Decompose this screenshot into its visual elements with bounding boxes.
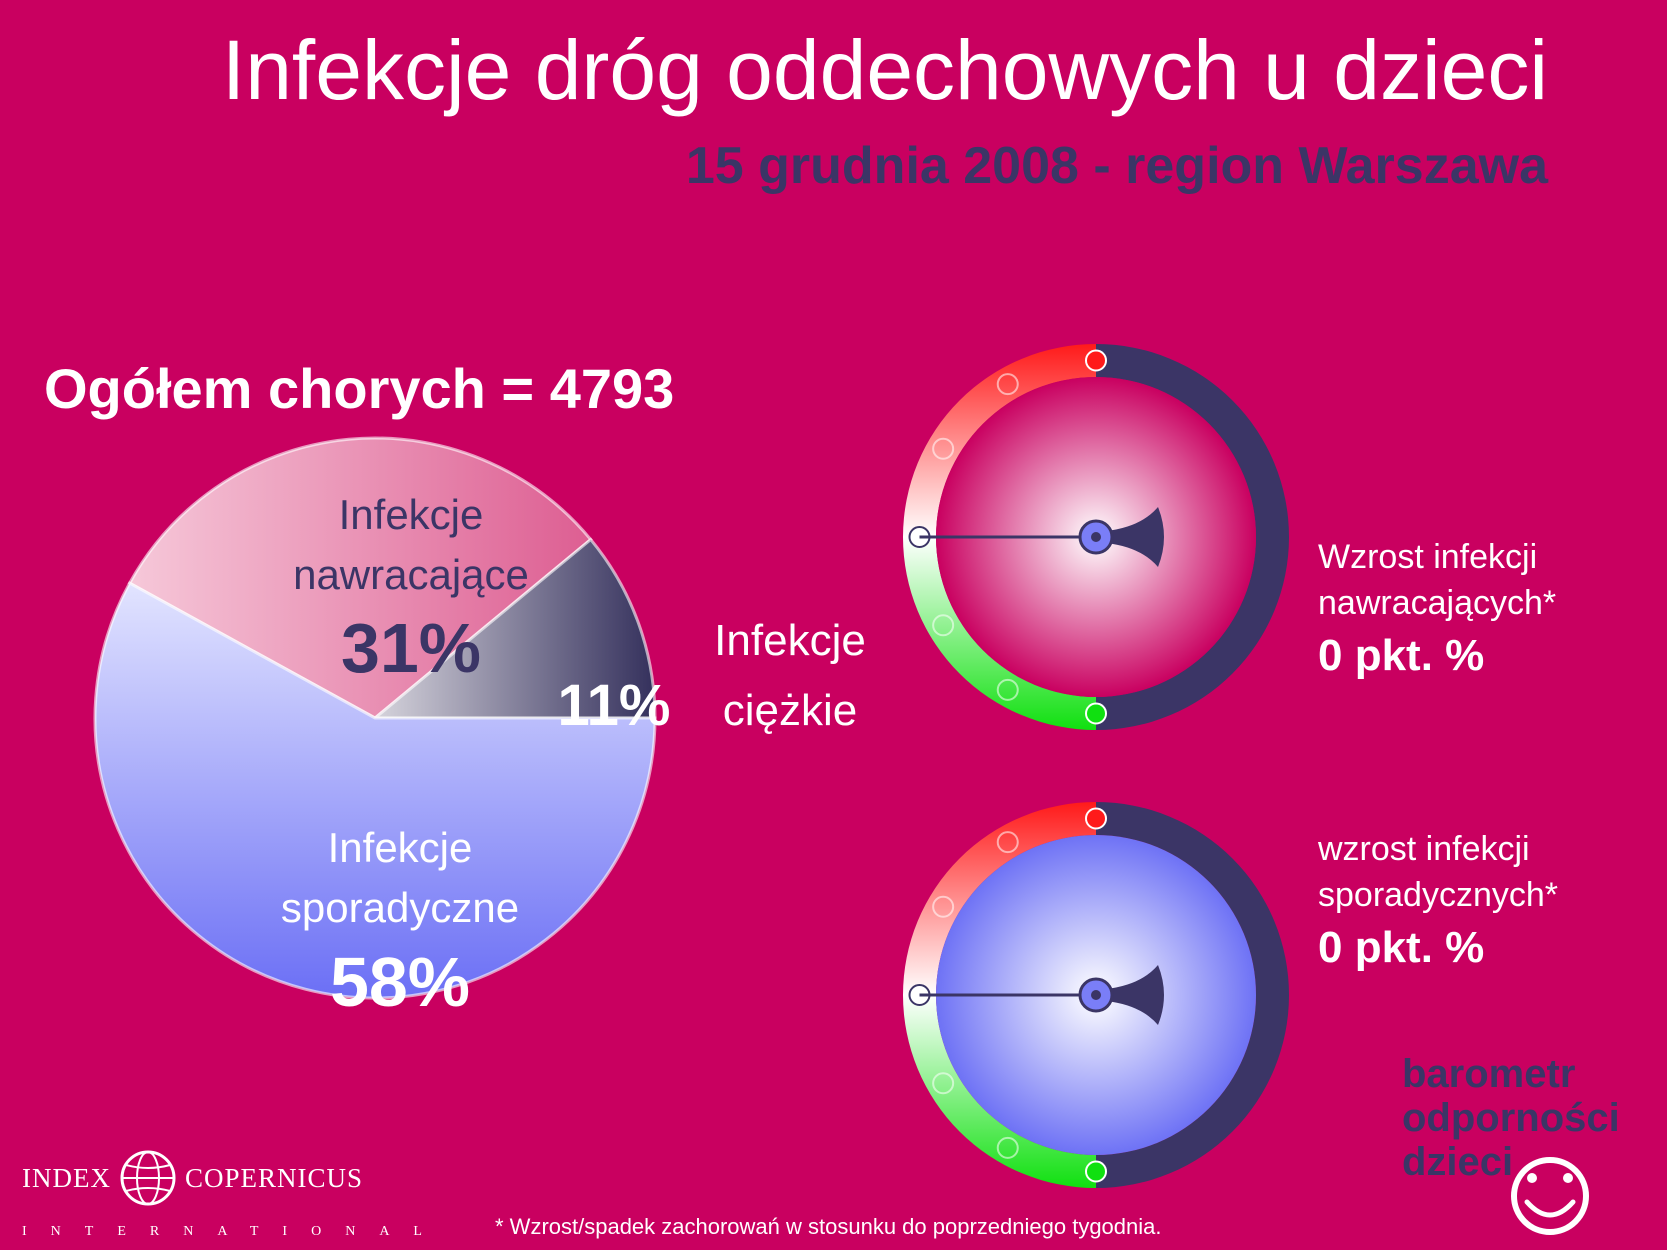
slice-value-severe: 11% <box>558 673 671 738</box>
gauge-sporadic-line1: wzrost infekcji <box>1318 830 1530 868</box>
logo-name-right: COPERNICUS <box>184 1162 364 1193</box>
brand-line3: dzieci <box>1402 1140 1514 1184</box>
gauge-tick <box>1085 807 1107 830</box>
gauge-sporadic-line2: sporadycznych* <box>1318 876 1559 914</box>
brand-logo: barometr odporności dzieci <box>1402 1052 1620 1184</box>
slice-label-recurrent-line2: nawracające <box>293 551 529 598</box>
brand-line1: barometr <box>1402 1052 1576 1096</box>
gauge-recurrent <box>903 344 1289 730</box>
severe-slice-caption: Infekcje ciężkie <box>690 606 890 746</box>
logo-name-left: INDEX <box>22 1162 111 1193</box>
gauge-sporadic-caption: wzrost infekcji sporadycznych* 0 pkt. % <box>1318 826 1558 978</box>
pie-slice-severe <box>370 537 657 720</box>
gauge-tick <box>932 614 955 637</box>
footnote: * Wzrost/spadek zachorowań w stosunku do… <box>495 1214 1162 1239</box>
gauge-ring-red <box>903 344 1096 537</box>
gauge-ring-green <box>903 995 1096 1188</box>
gauge-tick <box>1085 1160 1107 1183</box>
smiley-icon <box>1511 1157 1589 1235</box>
slice-label-recurrent-line1: Infekcje <box>339 491 484 538</box>
gauge-needle-tail <box>1106 507 1164 567</box>
gauge-recurrent-line1: Wzrost infekcji <box>1318 538 1538 576</box>
gauge-ring-red <box>903 802 1096 995</box>
gauge-tick <box>932 895 955 918</box>
page-subtitle: 15 grudnia 2008 - region Warszawa <box>685 137 1548 195</box>
page-title: Infekcje dróg oddechowych u dzieci <box>221 23 1548 117</box>
slice-label-sporadic-line2: sporadyczne <box>281 884 519 931</box>
gauge-recurrent-line2: nawracających* <box>1318 584 1557 622</box>
gauge-hub-center <box>1091 990 1101 1000</box>
index-copernicus-logo: INDEX COPERNICUS INTERNATIONAL <box>22 1146 446 1240</box>
gauge-sporadic-value: 0 pkt. % <box>1318 923 1485 972</box>
gauge-tick <box>1085 349 1107 372</box>
globe-icon <box>120 1150 176 1206</box>
slice-value-recurrent: 31% <box>341 609 481 687</box>
gauge-tick <box>1085 702 1107 725</box>
pie-chart <box>93 436 657 1000</box>
gauge-ring-dark <box>1096 344 1289 730</box>
gauge-tick <box>932 437 955 460</box>
severe-label-line1: Infekcje <box>714 616 866 665</box>
severe-label-line2: ciężkie <box>722 686 858 735</box>
gauge-needle-tail <box>1106 965 1164 1025</box>
logo-subtitle: INTERNATIONAL <box>22 1224 446 1239</box>
slice-value-sporadic: 58% <box>330 943 470 1021</box>
gauge-tick <box>996 831 1019 854</box>
gauge-hub-center <box>1091 532 1101 542</box>
pie-slice-recurrent <box>127 436 593 720</box>
gauge-recurrent-caption: Wzrost infekcji nawracających* 0 pkt. % <box>1318 534 1556 686</box>
gauge-tick <box>996 678 1019 701</box>
gauge-recurrent-value: 0 pkt. % <box>1318 631 1485 680</box>
gauge-tick <box>996 1136 1019 1159</box>
brand-line2: odporności <box>1402 1096 1620 1140</box>
gauge-ring-green <box>903 537 1096 730</box>
gauge-ring-dark <box>1096 802 1289 1188</box>
gauge-sporadic <box>903 802 1289 1188</box>
pie-slice-sporadic <box>93 581 657 1000</box>
gauge-tick <box>996 373 1019 396</box>
gauge-tick <box>932 1072 955 1095</box>
slice-label-sporadic-line1: Infekcje <box>328 824 473 871</box>
total-patients: Ogółem chorych = 4793 <box>44 357 675 420</box>
